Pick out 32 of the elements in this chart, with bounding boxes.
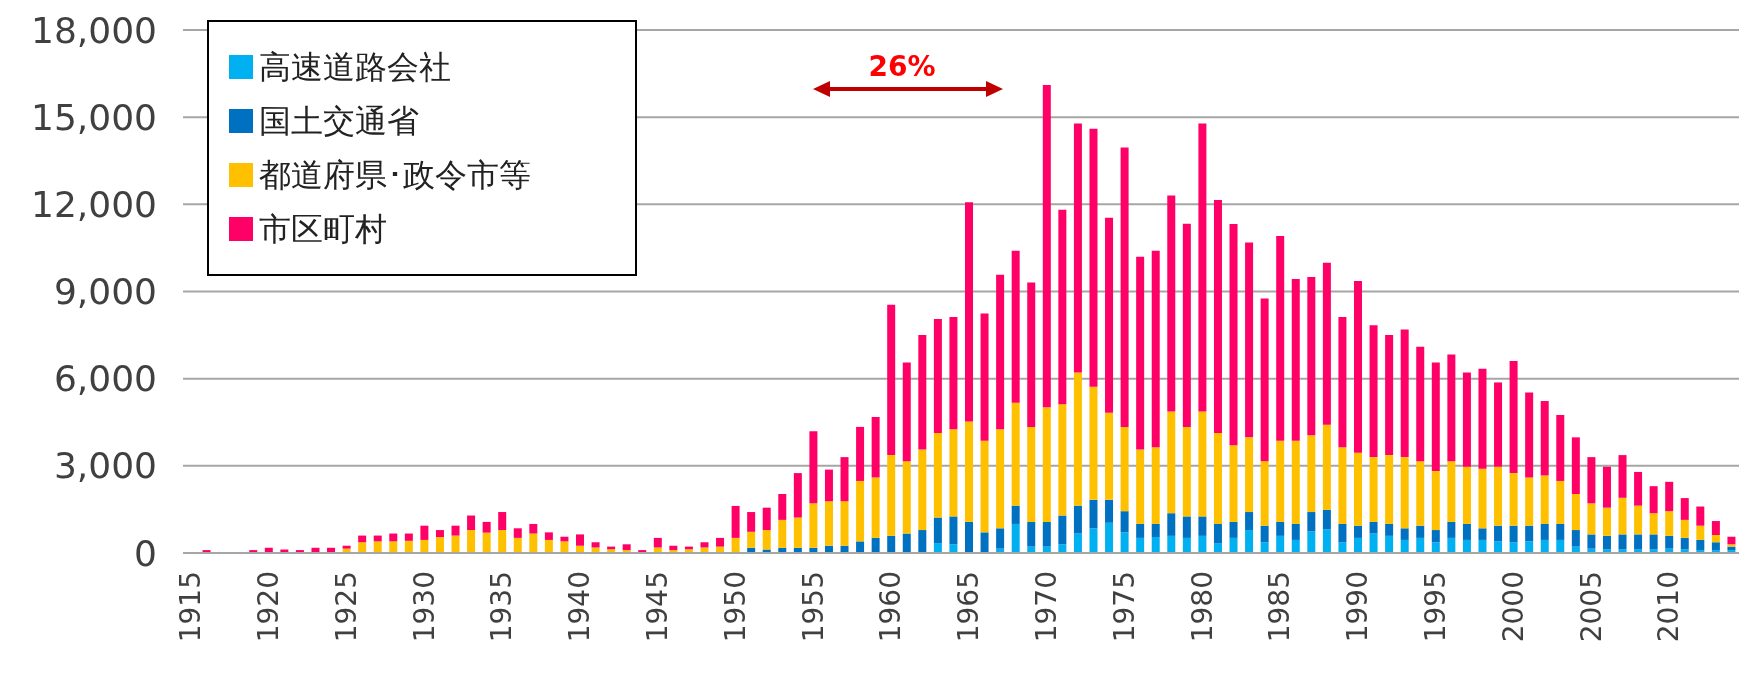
x-tick-label: 1915 [174, 571, 208, 643]
y-tick-label: 12,000 [31, 183, 157, 225]
legend-label: 高速道路会社 [259, 47, 451, 88]
legend-label: 都道府県･政令市等 [259, 155, 531, 196]
y-tick-label: 15,000 [31, 96, 157, 138]
x-tick-label: 1920 [252, 571, 286, 643]
x-tick-label: 1930 [407, 571, 441, 643]
x-tick-label: 1980 [1185, 571, 1219, 643]
y-tick-label: 3,000 [53, 445, 157, 487]
y-tick-label: 9,000 [53, 271, 157, 312]
x-tick-label: 1995 [1419, 571, 1453, 643]
x-tick-label: 1950 [718, 571, 752, 643]
x-tick-label: 1965 [952, 571, 986, 643]
x-tick-label: 1935 [485, 571, 519, 643]
x-tick-label: 2010 [1652, 571, 1686, 643]
x-tick-label: 1975 [1107, 571, 1141, 643]
y-tick-label: 6,000 [53, 358, 157, 400]
x-tick-label: 2000 [1496, 571, 1530, 643]
x-tick-label: 2005 [1574, 571, 1608, 643]
x-tick-label: 1940 [563, 571, 597, 643]
y-tick-label: 18,000 [31, 9, 157, 51]
x-tick-label: 1985 [1263, 571, 1297, 643]
x-tick-label: 1925 [329, 571, 363, 643]
x-tick-label: 1960 [874, 571, 908, 643]
x-tick-label: 1990 [1341, 571, 1375, 643]
y-tick-label: 0 [134, 532, 157, 574]
annotation: 26% [868, 49, 936, 83]
legend-label: 国土交通省 [259, 101, 419, 142]
legend-label: 市区町村 [259, 209, 387, 250]
x-tick-label: 1955 [796, 571, 830, 643]
x-tick-label: 1945 [641, 571, 675, 643]
x-tick-label: 1970 [1030, 571, 1064, 643]
